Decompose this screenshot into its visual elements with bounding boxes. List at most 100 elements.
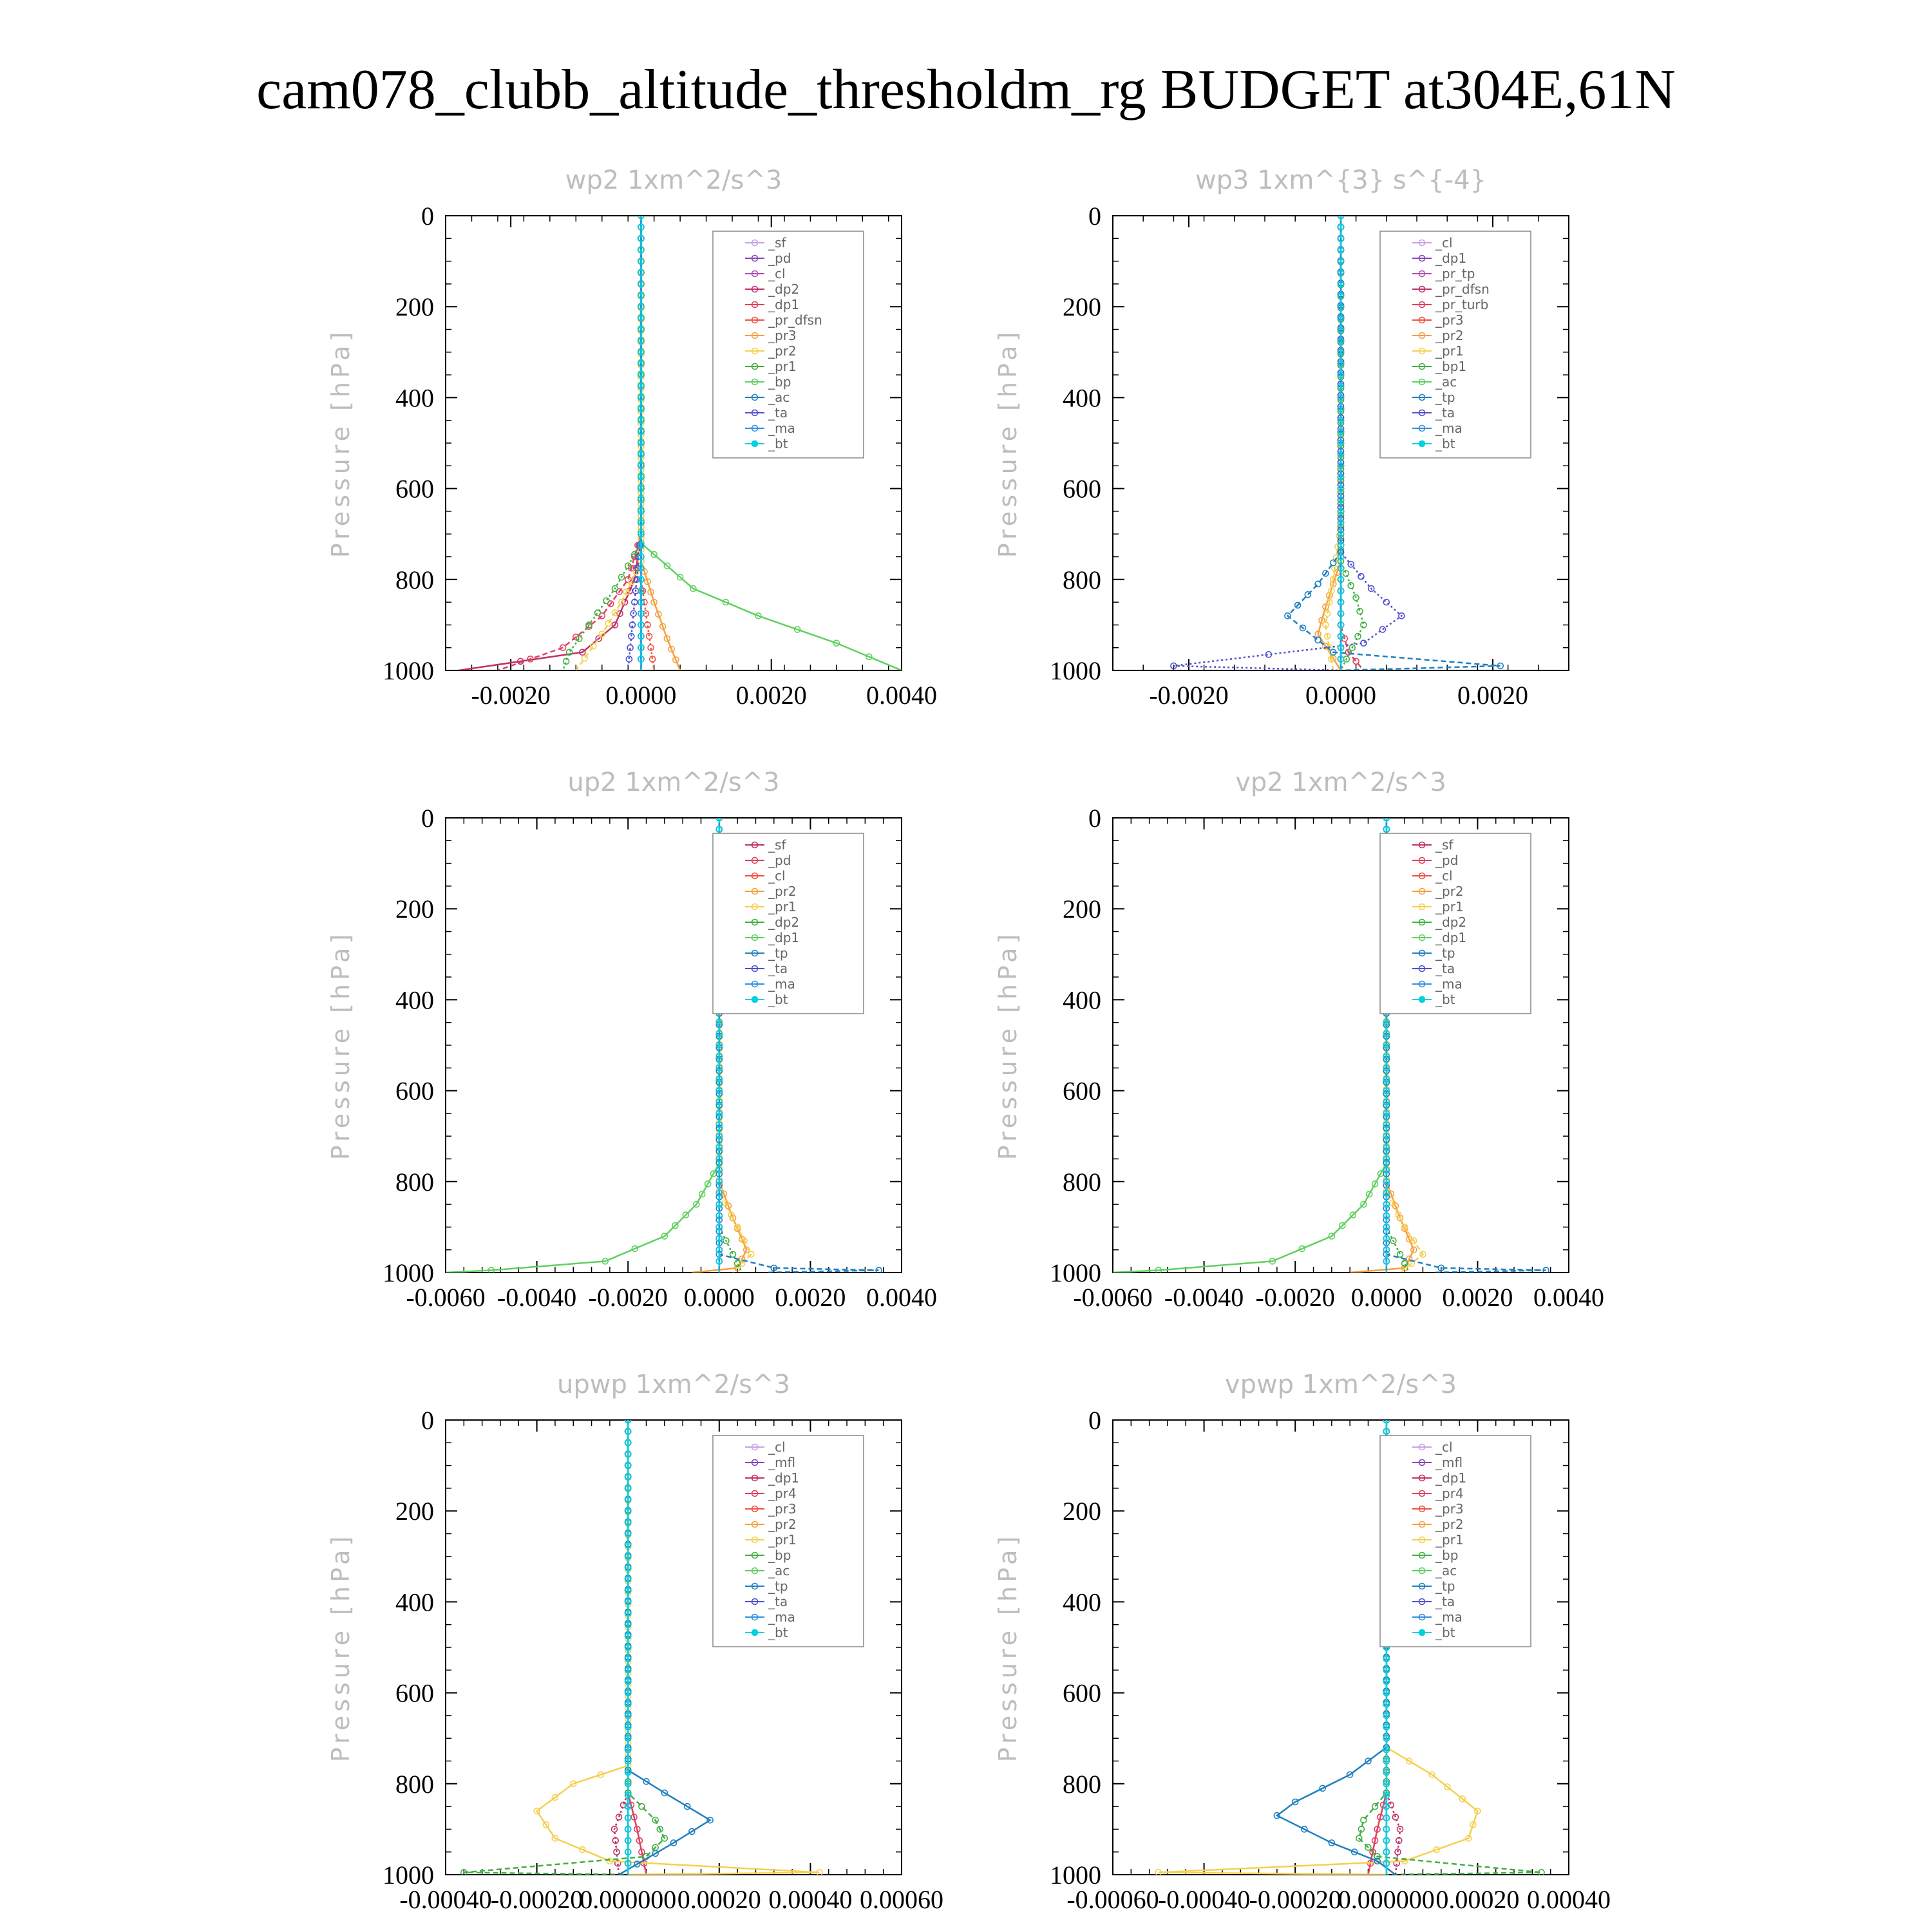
x-tick-label: 0.0000 (1351, 1283, 1422, 1312)
series-line-pr1 (1385, 818, 1425, 1273)
series-point (1318, 617, 1325, 624)
legend-marker (751, 1505, 759, 1513)
legend-label: _cl (1435, 235, 1453, 251)
legend-label: _bt (1435, 1625, 1455, 1640)
legend-label: _pr1 (1435, 899, 1464, 914)
series-point (624, 1757, 632, 1765)
legend-marker (1418, 1443, 1426, 1451)
series-point (1337, 360, 1345, 367)
series-point (638, 326, 645, 333)
series-point (624, 1462, 632, 1469)
series-point (1329, 580, 1337, 588)
series-point (1337, 576, 1345, 583)
x-tick-label: 0.00020 (1435, 1885, 1519, 1914)
series-point (624, 1553, 632, 1560)
series-point (1326, 592, 1333, 599)
series-point (1410, 1246, 1417, 1253)
series-point (1329, 576, 1337, 583)
series-point (616, 610, 623, 618)
series-point (1337, 473, 1345, 481)
chart-title: vp2 1xm^2/s^3 (1235, 768, 1446, 797)
series-point (875, 1267, 882, 1273)
series-point (551, 1835, 559, 1842)
series-point (1405, 1757, 1413, 1765)
legend-marker (1418, 1459, 1426, 1466)
y-axis-label: Pressure [hPa] (994, 328, 1022, 558)
legend-label: _bp (768, 1548, 791, 1563)
series-point (597, 1771, 605, 1778)
series-point (638, 621, 645, 629)
series-point (638, 280, 645, 288)
legend-label: _tp (1435, 945, 1455, 961)
series-line-ta (1173, 216, 1403, 670)
series-point (638, 258, 645, 265)
legend-label: _tp (1435, 1578, 1455, 1594)
legend-marker (751, 887, 759, 895)
series-point (624, 1564, 632, 1571)
series-point (1337, 519, 1345, 526)
x-tick-label: 0.0000 (1305, 681, 1376, 710)
series-point (647, 588, 654, 596)
series-point (1459, 1795, 1466, 1803)
series-point (631, 1245, 639, 1253)
legend-label: _cl (768, 868, 786, 884)
series-point (715, 818, 723, 822)
series-point (723, 1237, 730, 1244)
x-tick-label: -0.00020 (1249, 1885, 1341, 1914)
legend-label: _pr2 (1435, 328, 1464, 343)
y-tick-label: 1000 (1050, 1258, 1101, 1287)
legend-label: _bt (768, 436, 788, 451)
legend-marker (1418, 996, 1426, 1003)
x-tick-label: 0.0040 (1533, 1283, 1604, 1312)
legend-label: _pd (1435, 853, 1458, 868)
series-point (624, 1678, 632, 1685)
series-point (1337, 371, 1345, 379)
series-point (693, 1200, 700, 1208)
series-point (1365, 1757, 1372, 1765)
series-point (721, 1199, 729, 1207)
series-point (715, 1144, 723, 1151)
legend-label: _pr3 (1435, 312, 1464, 328)
series-point (613, 1848, 620, 1855)
x-tick-label: 0.0020 (1442, 1283, 1513, 1312)
series-point (1428, 1771, 1435, 1778)
legend-marker (751, 440, 759, 448)
series-point (1337, 223, 1345, 231)
series-point (715, 1030, 723, 1037)
series-point (624, 1803, 632, 1810)
series-point (1337, 383, 1345, 390)
series-point (579, 1846, 586, 1853)
x-tick-label: -0.0040 (497, 1283, 576, 1312)
series-point (715, 1212, 723, 1220)
series-group (1170, 216, 1504, 670)
legend-marker (751, 965, 759, 972)
series-point (715, 1053, 723, 1060)
series-point (655, 611, 662, 618)
panels: wp2 1xm^2/s^3 Pressure [hPa] 0 200 400 600 800… (327, 166, 1611, 1914)
legend-label: _dp1 (1435, 251, 1466, 266)
legend-label: _pr3 (1435, 1501, 1464, 1517)
series-point (1337, 280, 1345, 288)
legend: _sf_pd_cl_pr2_pr1_dp2_dp1_tp_ta_ma_bt (1379, 833, 1531, 1014)
y-tick-label: 0 (1088, 804, 1101, 833)
series-point (1155, 1267, 1162, 1273)
series-point (1383, 1723, 1390, 1730)
legend-label: _pr2 (1435, 1517, 1464, 1532)
series-point (738, 1260, 746, 1267)
y-tick-label: 800 (1063, 565, 1101, 594)
legend-marker (1418, 1613, 1426, 1621)
series-point (638, 246, 645, 254)
legend: _cl_mfl_dp1_pr4_pr3_pr2_pr1_bp_ac_tp_ta_… (1379, 1435, 1531, 1647)
series-point (1337, 507, 1345, 515)
legend-marker (751, 316, 759, 324)
chart-panel-1: wp2 1xm^2/s^3 Pressure [hPa] 0 200 400 600 800… (327, 166, 937, 710)
series-point (1401, 1224, 1408, 1231)
series-point (638, 269, 645, 276)
legend-marker (1418, 301, 1426, 308)
legend-label: _ta (1435, 1594, 1455, 1609)
series-point (644, 578, 651, 585)
legend-marker (751, 934, 759, 942)
series-point (1299, 624, 1307, 632)
series-point (1396, 1826, 1404, 1833)
series-point (676, 573, 684, 581)
